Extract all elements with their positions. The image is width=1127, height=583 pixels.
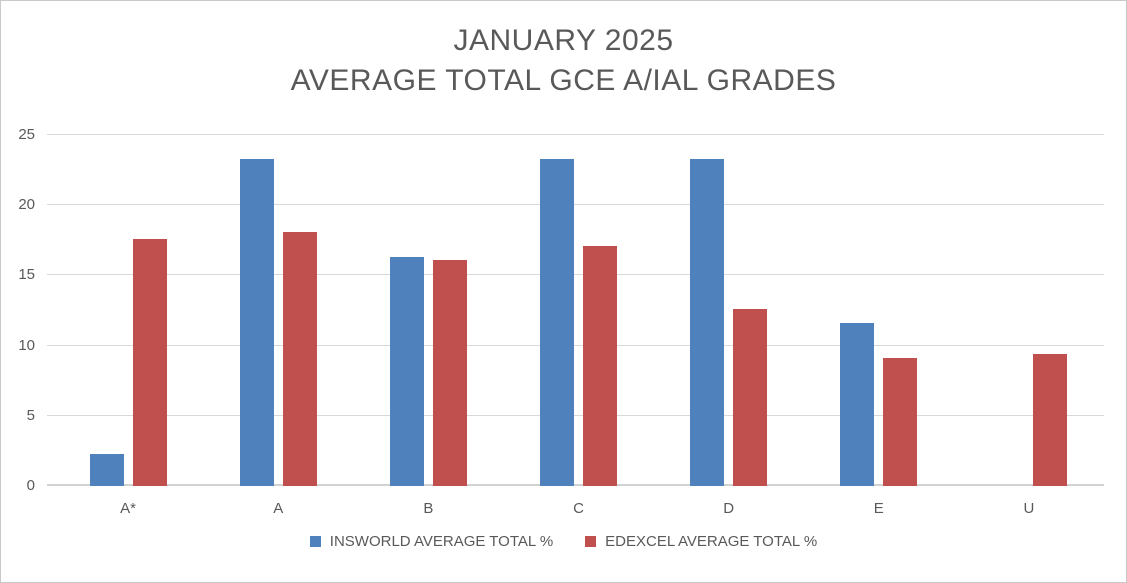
bar bbox=[582, 245, 617, 486]
x-axis-label: U bbox=[1023, 500, 1035, 517]
bar-group bbox=[954, 135, 1104, 486]
legend-swatch bbox=[309, 536, 321, 547]
x-axis-label: A* bbox=[120, 500, 136, 517]
legend: INSWORLD AVERAGE TOTAL % EDEXCEL AVERAGE… bbox=[1, 533, 1126, 550]
bar bbox=[132, 238, 167, 486]
bar bbox=[1033, 354, 1068, 486]
gridline bbox=[47, 414, 1104, 416]
x-axis-label: C bbox=[573, 500, 584, 517]
bar-groups bbox=[53, 135, 1104, 486]
y-axis-label: 15 bbox=[18, 266, 35, 284]
x-axis-label: A bbox=[273, 500, 284, 517]
y-axis-label: 25 bbox=[18, 126, 35, 143]
plot-area bbox=[47, 134, 1104, 486]
y-axis-label: 20 bbox=[18, 196, 35, 214]
gridline bbox=[47, 344, 1104, 346]
bar-group bbox=[353, 135, 503, 486]
x-axis-line bbox=[47, 484, 1104, 486]
bar-group bbox=[203, 135, 353, 486]
bar bbox=[733, 309, 768, 486]
bar bbox=[690, 158, 725, 486]
x-axis-label: E bbox=[873, 500, 884, 517]
legend-item: EDEXCEL AVERAGE TOTAL % bbox=[585, 533, 817, 550]
gridline bbox=[47, 274, 1104, 276]
chart-title-line-2: AVERAGE TOTAL GCE A/IAL GRADES bbox=[290, 64, 837, 97]
chart-title-line-1: JANUARY 2025 bbox=[453, 24, 674, 57]
legend-label: EDEXCEL AVERAGE TOTAL % bbox=[605, 533, 818, 550]
bar bbox=[389, 257, 424, 486]
x-axis-labels: A* A B C D E U bbox=[53, 500, 1104, 517]
x-axis-label: B bbox=[423, 500, 434, 517]
bar bbox=[883, 358, 918, 486]
bar-group bbox=[654, 135, 804, 486]
bar-group bbox=[53, 135, 203, 486]
bar-group bbox=[804, 135, 954, 486]
bar bbox=[840, 323, 875, 486]
y-axis-label: 10 bbox=[18, 336, 35, 354]
legend-label: INSWORLD AVERAGE TOTAL % bbox=[329, 533, 554, 550]
bar bbox=[282, 231, 317, 486]
x-axis-label: D bbox=[723, 500, 735, 517]
y-axis: 0 5 10 15 20 25 bbox=[1, 126, 41, 494]
y-axis-label: 0 bbox=[26, 477, 35, 494]
bar bbox=[432, 259, 467, 486]
y-axis-label: 5 bbox=[26, 406, 35, 424]
bar bbox=[539, 158, 574, 486]
bar bbox=[239, 158, 274, 486]
bar bbox=[89, 453, 124, 486]
gridline bbox=[47, 204, 1104, 206]
legend-item: INSWORLD AVERAGE TOTAL % bbox=[309, 533, 554, 550]
chart-title: JANUARY 2025 AVERAGE TOTAL GCE A/IAL GRA… bbox=[1, 21, 1126, 101]
bar-group bbox=[503, 135, 653, 486]
gridline bbox=[47, 134, 1104, 135]
legend-swatch bbox=[585, 536, 597, 547]
